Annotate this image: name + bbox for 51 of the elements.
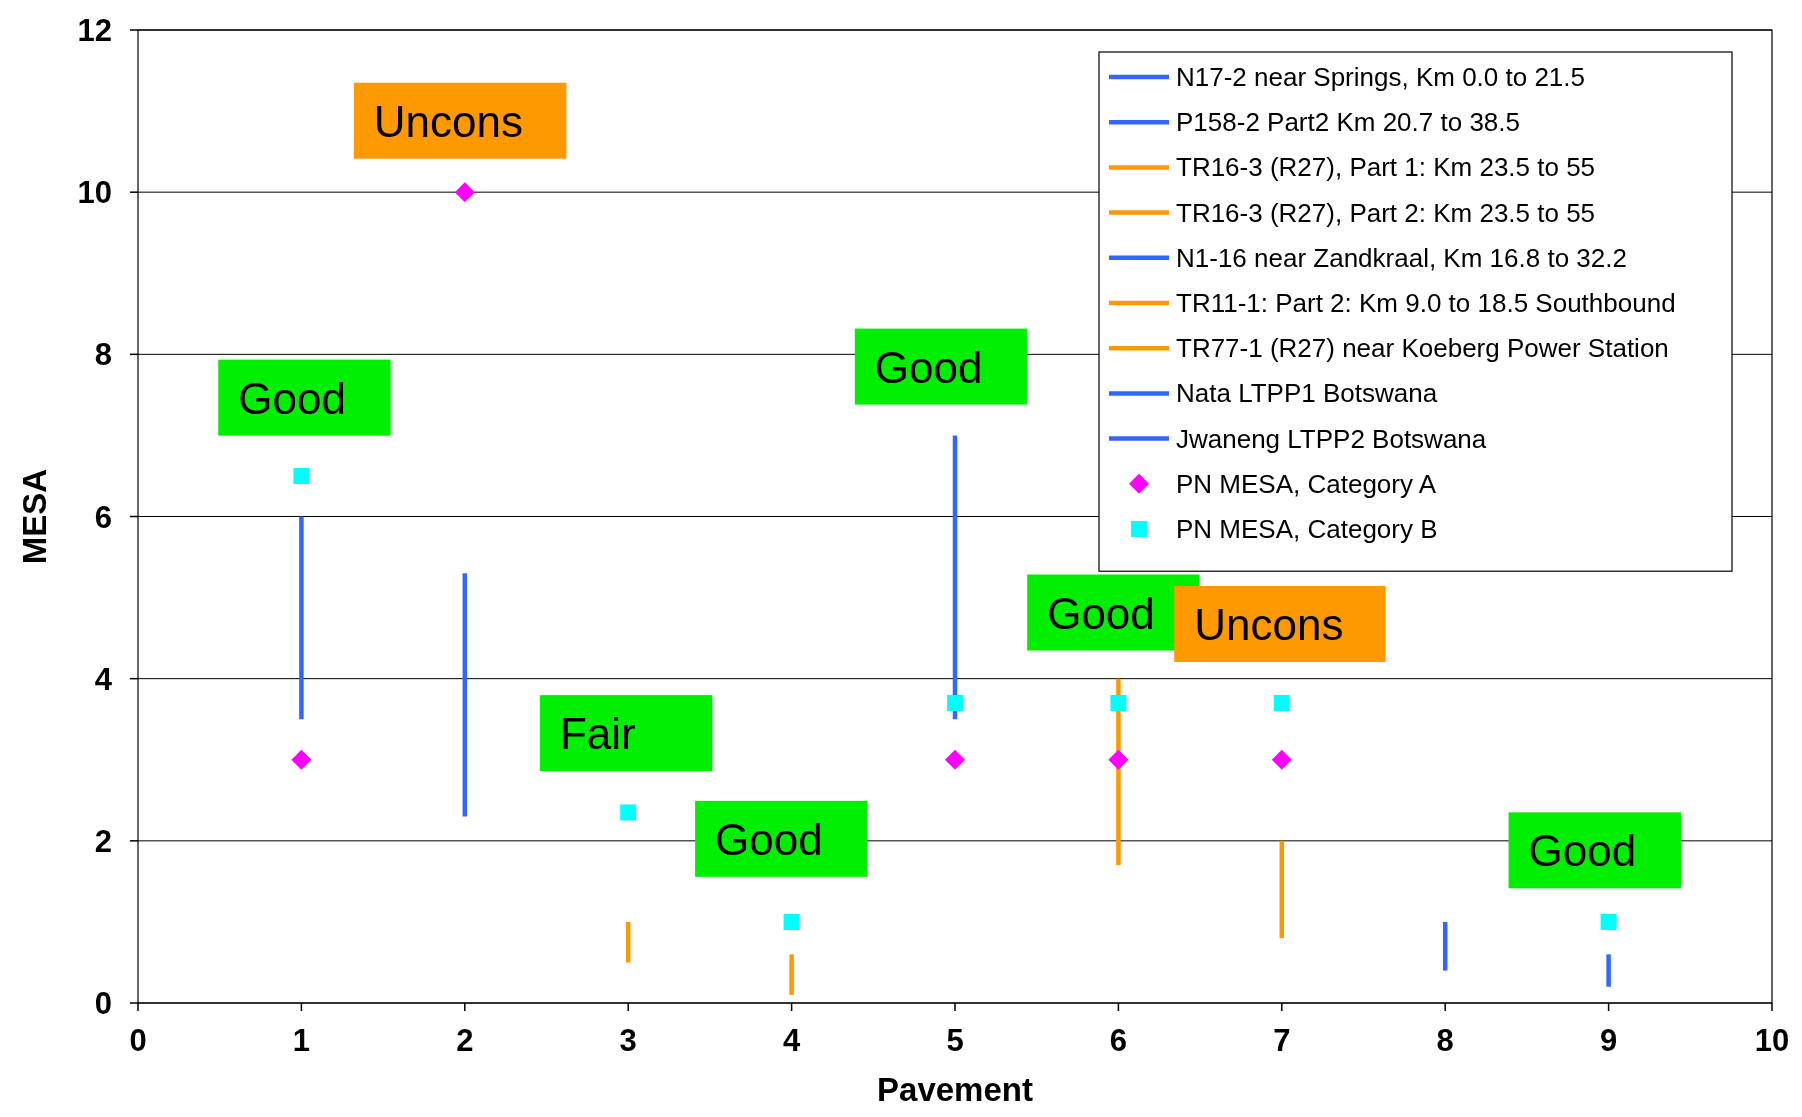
- legend-label: TR11-1: Part 2: Km 9.0 to 18.5 Southbound: [1176, 288, 1676, 318]
- annotation: Good: [238, 373, 346, 423]
- x-tick-label: 0: [129, 1023, 147, 1058]
- y-tick-label: 6: [94, 499, 112, 535]
- y-tick-label: 0: [94, 986, 112, 1021]
- annotation: Good: [1528, 826, 1637, 876]
- x-tick-label: 9: [1599, 1023, 1618, 1058]
- point: [1108, 749, 1129, 770]
- point: [1271, 749, 1292, 770]
- point: [1273, 694, 1290, 711]
- point: [1600, 913, 1617, 930]
- y-tick-label: 8: [94, 337, 112, 373]
- annotation: Fair: [559, 709, 636, 759]
- annotation: Uncons: [373, 96, 524, 146]
- x-axis-title: Pavement: [877, 1071, 1033, 1108]
- x-tick-label: 8: [1436, 1023, 1454, 1058]
- y-tick-label: 12: [77, 13, 112, 48]
- point: [1110, 694, 1127, 711]
- annotation: Uncons: [1194, 599, 1344, 649]
- point: [945, 749, 965, 770]
- x-tick-label: 1: [292, 1023, 311, 1058]
- legend-label: N17-2 near Springs, Km 0.0 to 21.5: [1176, 62, 1586, 92]
- legend-label: TR77-1 (R27) near Koeberg Power Station: [1176, 333, 1669, 364]
- annotation: Good: [1047, 588, 1155, 638]
- legend-label: PN MESA, Category B: [1176, 514, 1438, 544]
- x-tick-label: 10: [1754, 1023, 1790, 1058]
- point: [454, 182, 475, 203]
- legend-label: PN MESA, Category A: [1176, 468, 1437, 499]
- x-tick-label: 3: [619, 1023, 637, 1058]
- point: [620, 804, 637, 821]
- y-tick-label: 2: [94, 823, 112, 859]
- point: [783, 913, 800, 930]
- point: [293, 467, 310, 484]
- annotation: Good: [715, 814, 823, 864]
- y-tick-label: 10: [77, 175, 112, 211]
- x-tick-label: 4: [782, 1023, 801, 1058]
- point: [291, 749, 312, 770]
- point: [947, 694, 963, 711]
- legend-label: TR16-3 (R27), Part 1: Km 23.5 to 55: [1176, 152, 1596, 183]
- x-tick-label: 7: [1273, 1023, 1291, 1058]
- legend-label: Nata LTPP1 Botswana: [1176, 378, 1438, 409]
- legend-label: N1-16 near Zandkraal, Km 16.8 to 32.2: [1176, 242, 1627, 273]
- x-tick-label: 2: [456, 1023, 474, 1058]
- y-tick-label: 4: [94, 661, 113, 697]
- legend-label: TR16-3 (R27), Part 2: Km 23.5 to 55: [1176, 197, 1596, 228]
- legend-label: P158-2 Part2 Km 20.7 to 38.5: [1176, 107, 1520, 138]
- x-tick-label: 5: [946, 1023, 964, 1058]
- y-axis-title: MESA: [16, 468, 53, 565]
- legend-label: Jwaneng LTPP2 Botswana: [1176, 423, 1487, 454]
- annotation: Good: [874, 342, 983, 392]
- x-tick-label: 6: [1109, 1023, 1128, 1058]
